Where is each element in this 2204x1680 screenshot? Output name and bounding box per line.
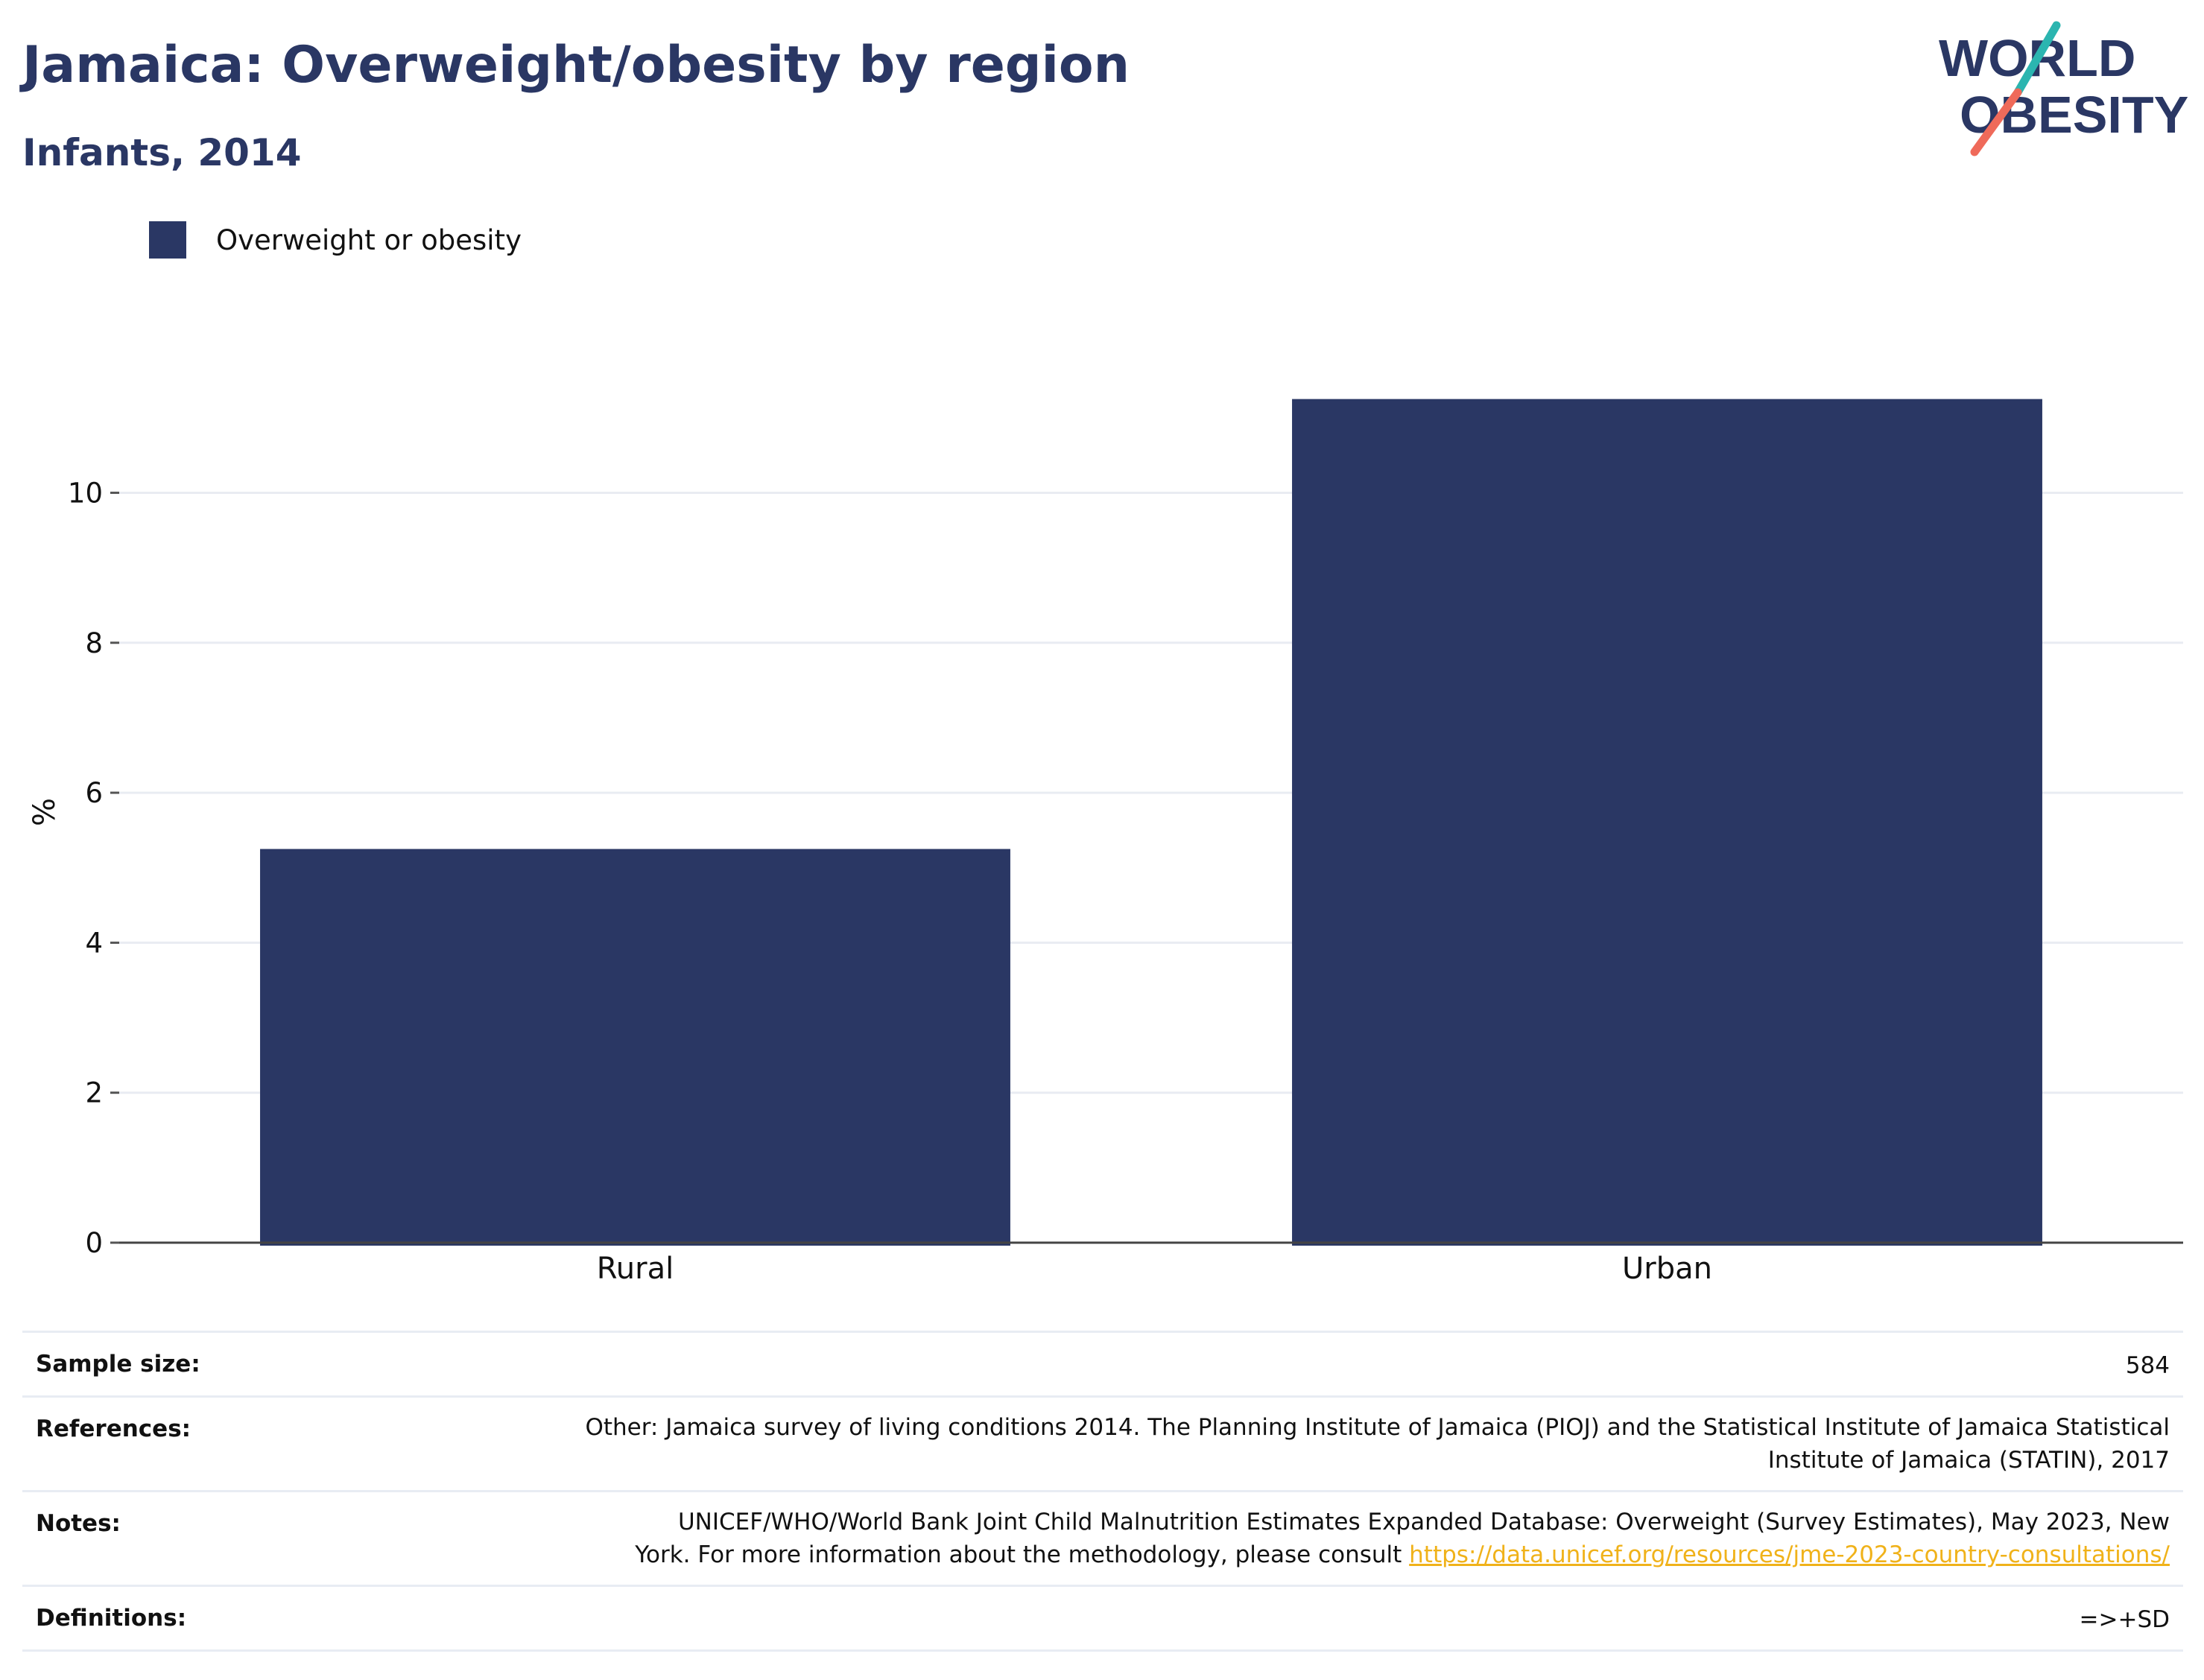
x-tick-label: Urban (1622, 1252, 1712, 1286)
y-tick-label: 4 (85, 927, 103, 959)
logo-slash-teal (2013, 21, 2061, 97)
info-key: References: (36, 1416, 191, 1442)
info-row-notes: Notes: UNICEF/WHO/World Bank Joint Child… (22, 1490, 2183, 1585)
notes-line-2-text: York. For more information about the met… (635, 1541, 1410, 1568)
bar-chart: 0 2 4 6 8 10 Rural Urban (68, 399, 2183, 1286)
info-key: Sample size: (36, 1351, 200, 1378)
info-row-definitions: Definitions: =>+SD (22, 1585, 2183, 1652)
info-key: Notes: (36, 1510, 121, 1537)
y-tick-label: 6 (85, 777, 103, 809)
info-value: 584 (2125, 1352, 2170, 1379)
legend-label: Overweight or obesity (216, 224, 522, 256)
info-value: =>+SD (2079, 1606, 2170, 1633)
chart-title: Jamaica: Overweight/obesity by region (22, 36, 1130, 95)
notes-line-2: York. For more information about the met… (635, 1538, 2170, 1571)
info-table: Sample size: 584 References: Other: Jama… (22, 1331, 2183, 1652)
info-key: Definitions: (36, 1605, 187, 1632)
legend-swatch (149, 221, 186, 259)
y-tick-label: 0 (85, 1227, 103, 1259)
methodology-link[interactable]: https://data.unicef.org/resources/jme-20… (1409, 1541, 2170, 1568)
info-row-sample-size: Sample size: 584 (22, 1331, 2183, 1395)
x-tick-label: Rural (597, 1252, 674, 1286)
chart-legend[interactable]: Overweight or obesity (149, 221, 522, 259)
y-tick-label: 10 (68, 477, 103, 509)
references-line-1: Other: Jamaica survey of living conditio… (585, 1414, 2170, 1441)
chart-subtitle: Infants, 2014 (22, 131, 302, 174)
bar-rural[interactable] (260, 849, 1010, 1246)
y-tick-label: 2 (85, 1077, 103, 1109)
world-obesity-logo: WORLD OBESITY (1939, 21, 2188, 156)
notes-line-1: UNICEF/WHO/World Bank Joint Child Malnut… (677, 1509, 2170, 1535)
references-line-2: Institute of Jamaica (STATIN), 2017 (1767, 1447, 2170, 1474)
info-row-references: References: Other: Jamaica survey of liv… (22, 1395, 2183, 1490)
logo-slash-coral (1970, 88, 2022, 156)
info-value: UNICEF/WHO/World Bank Joint Child Malnut… (635, 1506, 2170, 1571)
bar-urban[interactable] (1292, 399, 2042, 1246)
axes: 0 2 4 6 8 10 Rural Urban (68, 477, 2183, 1286)
bars (260, 399, 2042, 1246)
info-value: Other: Jamaica survey of living conditio… (585, 1411, 2170, 1477)
y-tick-label: 8 (85, 627, 103, 659)
